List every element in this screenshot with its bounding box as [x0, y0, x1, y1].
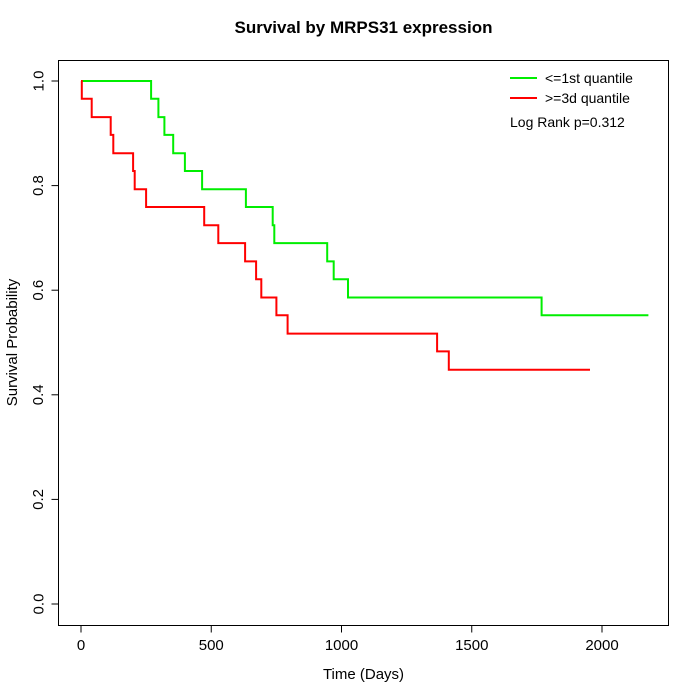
x-axis-ticks: 0 500 1000 1500 2000	[77, 625, 619, 654]
y-tick-label: 1.0	[30, 71, 47, 92]
x-tick-label: 0	[77, 637, 85, 654]
plot-box	[58, 60, 669, 626]
km-curve-high-expression	[80, 80, 590, 371]
x-tick-label: 500	[199, 637, 224, 654]
y-axis-ticks: 0.0 0.2 0.4 0.6 0.8 1.0	[30, 71, 59, 615]
y-tick-label: 0.8	[30, 175, 47, 196]
y-tick-label: 0.0	[30, 594, 47, 615]
y-tick-label: 0.4	[30, 384, 47, 405]
km-curve-low-expression	[81, 80, 649, 317]
y-tick-label: 0.2	[30, 489, 47, 510]
chart-title: Survival by MRPS31 expression	[235, 18, 493, 37]
legend-label-1st-quantile: <=1st quantile	[545, 70, 633, 86]
x-tick-label: 2000	[585, 637, 618, 654]
legend: <=1st quantile >=3d quantile Log Rank p=…	[510, 70, 633, 130]
x-axis-label: Time (Days)	[323, 666, 404, 683]
log-rank-annotation: Log Rank p=0.312	[510, 114, 625, 130]
y-tick-label: 0.6	[30, 280, 47, 301]
x-tick-label: 1500	[455, 637, 488, 654]
km-curves	[80, 80, 649, 371]
x-tick-label: 1000	[325, 637, 358, 654]
y-axis-label: Survival Probability	[4, 278, 21, 406]
legend-label-3d-quantile: >=3d quantile	[545, 90, 630, 106]
